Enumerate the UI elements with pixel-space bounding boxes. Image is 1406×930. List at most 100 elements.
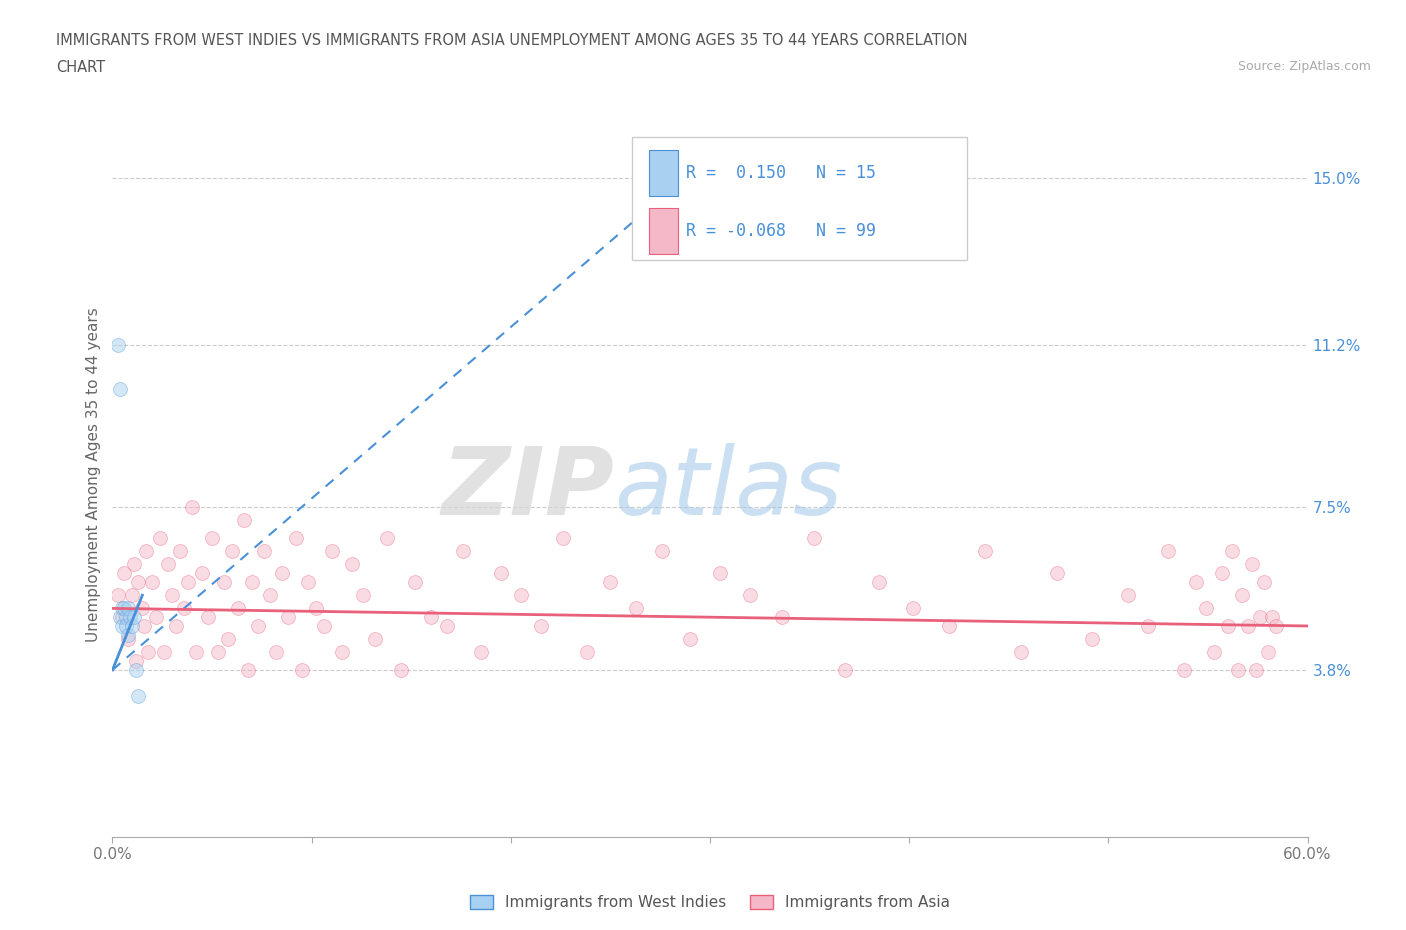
Point xyxy=(186,644,208,659)
Text: ZIP: ZIP xyxy=(441,443,614,535)
Point xyxy=(1195,601,1218,616)
Point xyxy=(141,575,163,590)
Point xyxy=(117,601,139,616)
Point xyxy=(1010,644,1032,659)
Point xyxy=(389,662,412,677)
Point xyxy=(803,531,825,546)
Point xyxy=(111,601,134,616)
Point xyxy=(974,544,997,559)
Point xyxy=(451,544,474,559)
Point xyxy=(121,618,143,633)
Point xyxy=(270,565,292,580)
FancyBboxPatch shape xyxy=(650,151,678,196)
Point xyxy=(436,618,458,633)
Point xyxy=(149,531,172,546)
Point xyxy=(420,610,443,625)
Point xyxy=(651,544,673,559)
Point xyxy=(626,601,648,616)
Point xyxy=(135,544,157,559)
Point xyxy=(125,654,148,669)
Point xyxy=(107,588,129,603)
Text: CHART: CHART xyxy=(56,60,105,75)
Point xyxy=(264,644,287,659)
Point xyxy=(131,601,153,616)
Point xyxy=(197,610,219,625)
Point xyxy=(217,631,239,646)
FancyBboxPatch shape xyxy=(633,137,967,260)
Point xyxy=(709,565,731,580)
Point xyxy=(489,565,512,580)
Point xyxy=(177,575,200,590)
Point xyxy=(364,631,387,646)
Point xyxy=(530,618,553,633)
Point xyxy=(169,544,191,559)
Point xyxy=(226,601,249,616)
Point xyxy=(321,544,343,559)
Point xyxy=(207,644,229,659)
Point xyxy=(162,588,183,603)
Point xyxy=(114,601,135,616)
Point xyxy=(117,631,139,646)
Point xyxy=(353,588,375,603)
Text: Source: ZipAtlas.com: Source: ZipAtlas.com xyxy=(1237,60,1371,73)
Text: R =  0.150   N = 15: R = 0.150 N = 15 xyxy=(686,164,876,182)
Point xyxy=(253,544,276,559)
Text: IMMIGRANTS FROM WEST INDIES VS IMMIGRANTS FROM ASIA UNEMPLOYMENT AMONG AGES 35 T: IMMIGRANTS FROM WEST INDIES VS IMMIGRANT… xyxy=(56,33,967,47)
Point xyxy=(1081,631,1104,646)
Point xyxy=(153,644,176,659)
Point xyxy=(259,588,281,603)
Text: atlas: atlas xyxy=(614,444,842,535)
Point xyxy=(1257,644,1279,659)
Point xyxy=(291,662,314,677)
Point xyxy=(377,531,399,546)
Point xyxy=(1211,565,1233,580)
Point xyxy=(165,618,187,633)
Point xyxy=(134,618,156,633)
Point xyxy=(938,618,960,633)
Point xyxy=(679,631,702,646)
Point xyxy=(868,575,890,590)
Point xyxy=(110,610,132,625)
Point xyxy=(1173,662,1195,677)
Point xyxy=(277,610,299,625)
Point xyxy=(340,557,363,572)
Point xyxy=(599,575,621,590)
Point xyxy=(236,662,259,677)
Point xyxy=(127,689,149,704)
Point xyxy=(138,644,160,659)
Point xyxy=(246,618,269,633)
Point xyxy=(575,644,598,659)
Point xyxy=(125,662,148,677)
Point xyxy=(1137,618,1160,633)
Point xyxy=(1046,565,1069,580)
Point xyxy=(284,531,307,546)
Point xyxy=(121,588,143,603)
Point xyxy=(115,610,138,625)
Point xyxy=(1216,618,1239,633)
Point xyxy=(240,575,263,590)
Point xyxy=(1185,575,1208,590)
Point xyxy=(1244,662,1267,677)
Point xyxy=(233,513,256,528)
Point xyxy=(1261,610,1284,625)
Point xyxy=(124,557,146,572)
Point xyxy=(1202,644,1225,659)
Point xyxy=(509,588,531,603)
Point xyxy=(173,601,195,616)
Y-axis label: Unemployment Among Ages 35 to 44 years: Unemployment Among Ages 35 to 44 years xyxy=(86,307,101,642)
Point xyxy=(1253,575,1275,590)
Point xyxy=(201,531,224,546)
Point xyxy=(212,575,235,590)
Point xyxy=(404,575,426,590)
FancyBboxPatch shape xyxy=(650,208,678,254)
Point xyxy=(1264,618,1286,633)
Text: R = -0.068   N = 99: R = -0.068 N = 99 xyxy=(686,222,876,240)
Point xyxy=(157,557,180,572)
Point xyxy=(181,499,204,514)
Point xyxy=(1230,588,1253,603)
Point xyxy=(1249,610,1271,625)
Point xyxy=(738,588,761,603)
Point xyxy=(1237,618,1260,633)
Point xyxy=(903,601,925,616)
Point xyxy=(145,610,167,625)
